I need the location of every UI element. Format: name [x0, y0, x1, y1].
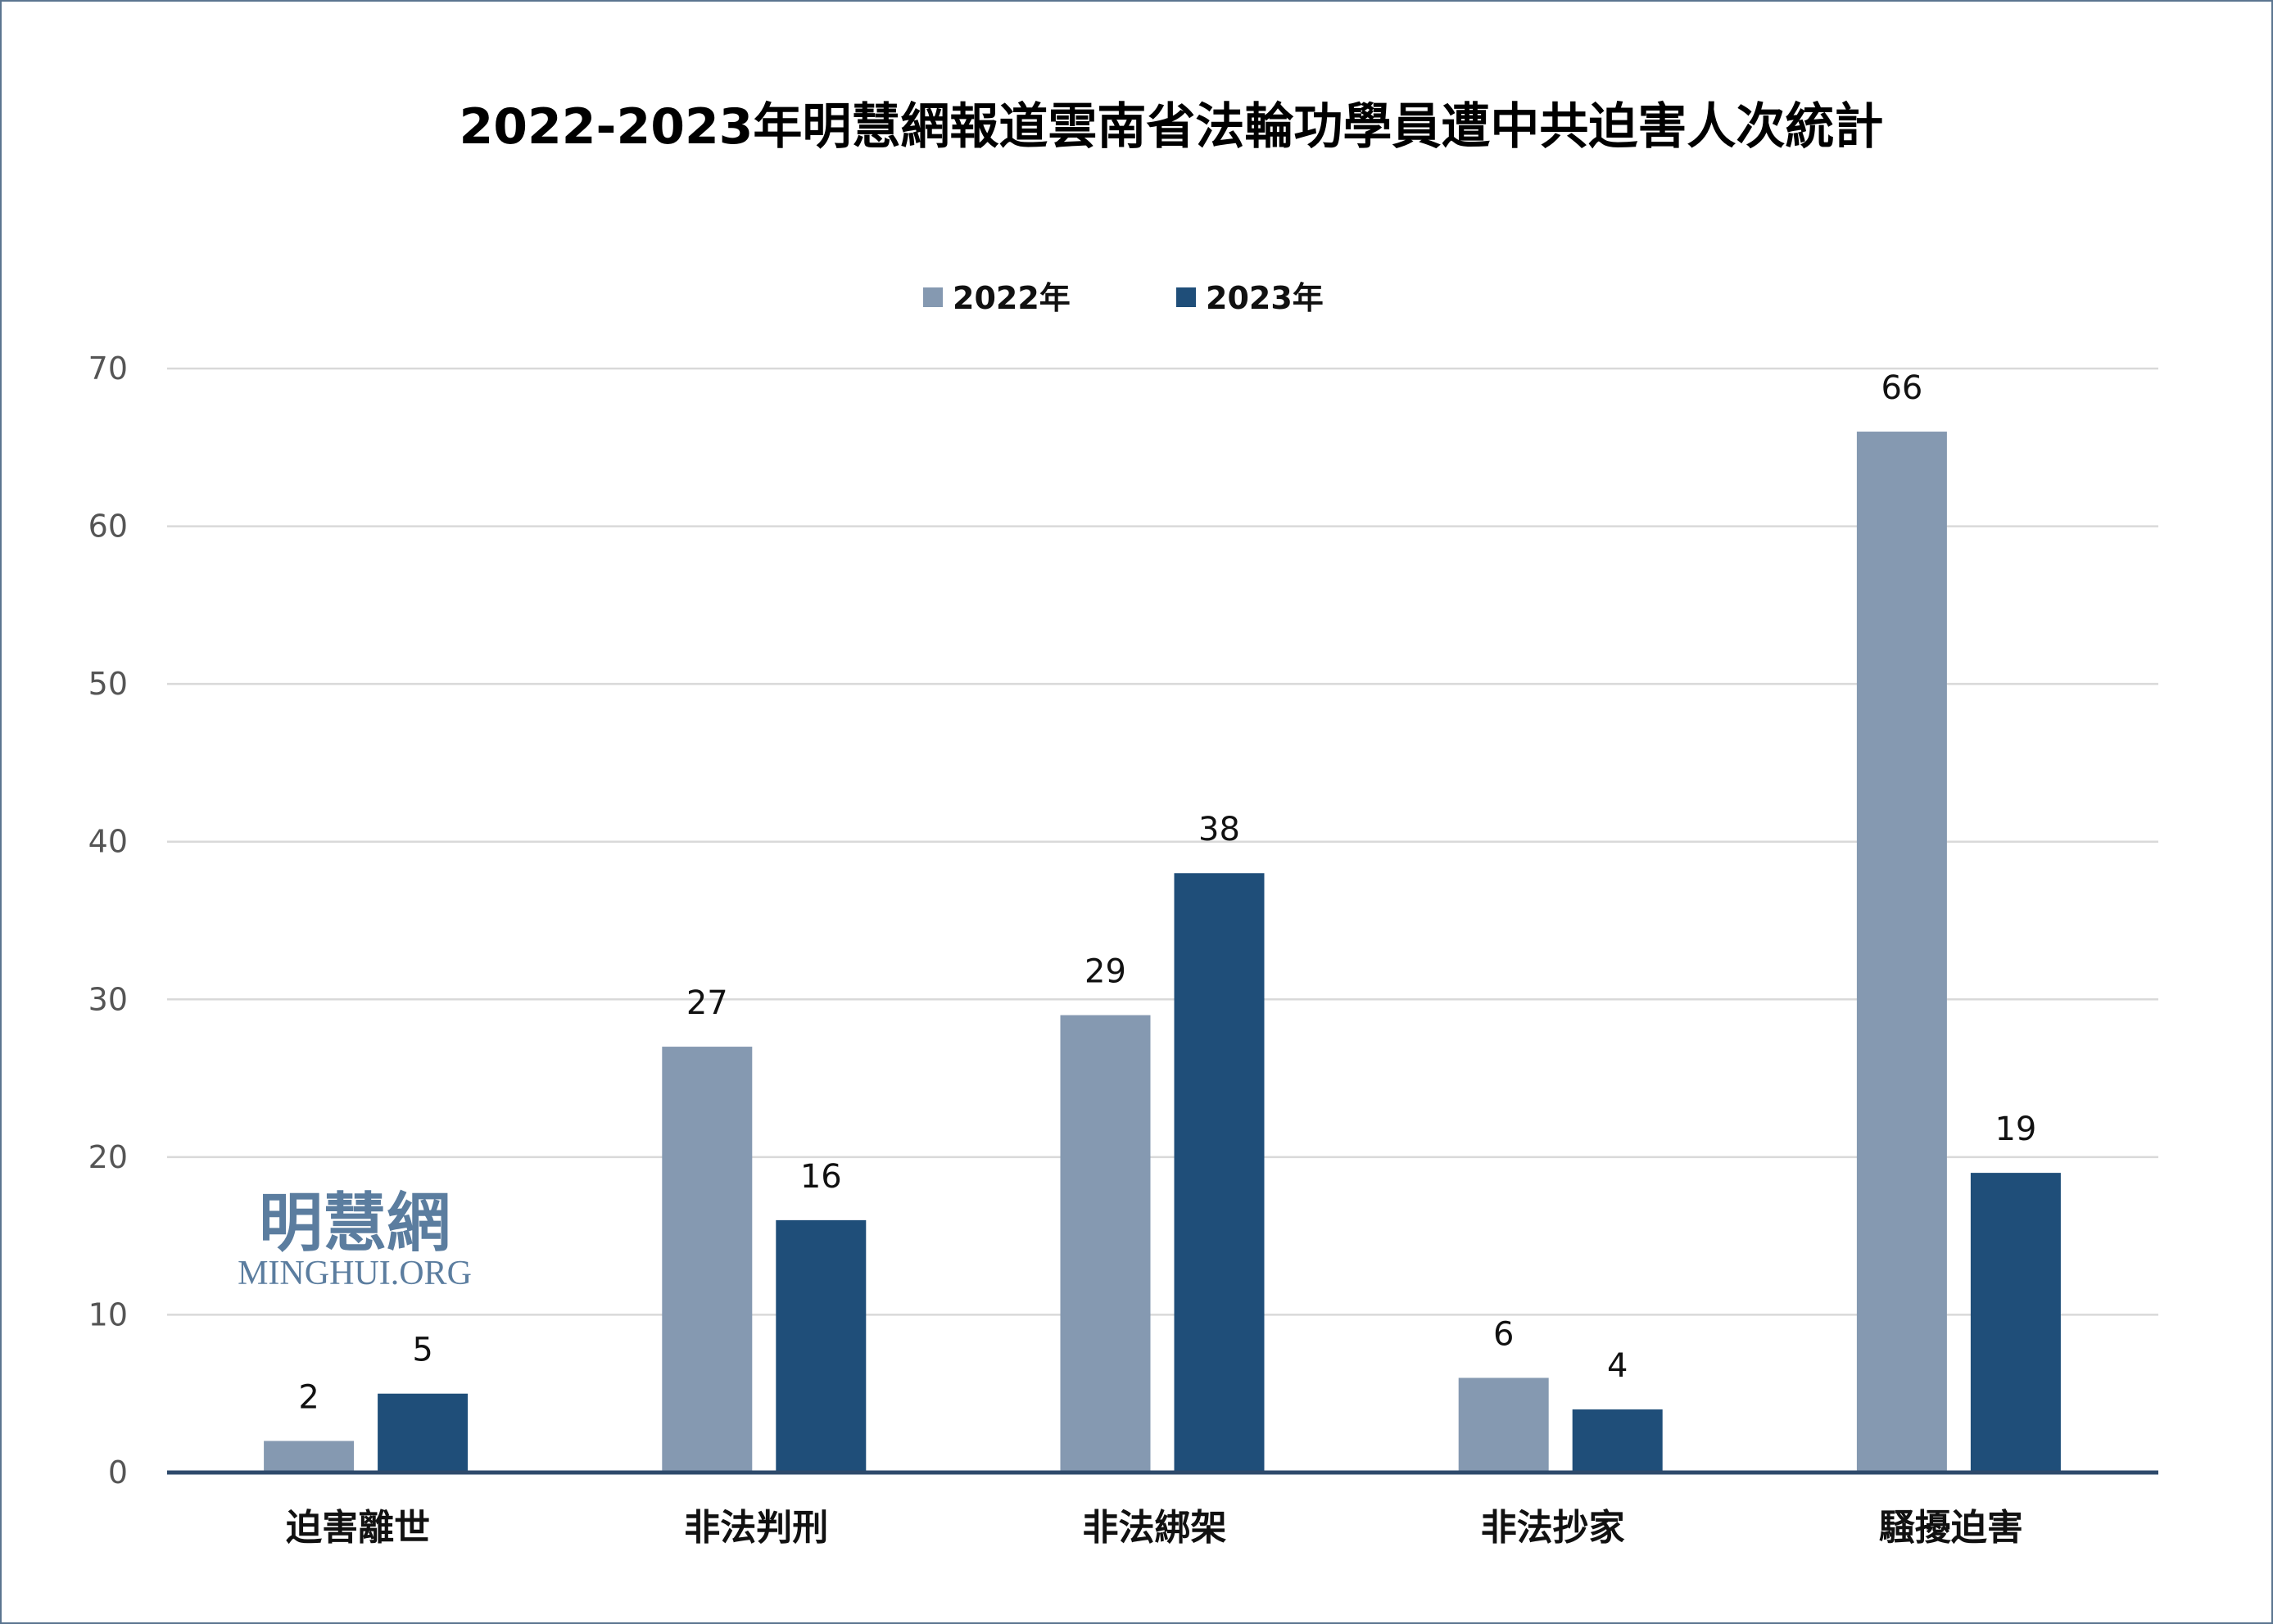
- y-tick-label: 50: [88, 666, 128, 702]
- bar-2022年-騷擾迫害: [1856, 432, 1947, 1472]
- minghui-watermark: 明慧網 MINGHUI.ORG: [238, 1186, 472, 1292]
- x-axis: 迫害離世 非法判刑 非法綁架 非法抄家 騷擾迫害: [167, 1470, 2158, 1549]
- bar-2023年-非法抄家: [1572, 1409, 1663, 1472]
- data-label: 27: [686, 984, 728, 1022]
- legend: 2022年 2023年: [923, 280, 1324, 316]
- y-axis: 0 10 20 30 40 50 60 70: [88, 351, 128, 1491]
- watermark-cn: 明慧網: [259, 1186, 451, 1260]
- category-label: 非法綁架: [1083, 1507, 1227, 1549]
- data-label: 16: [800, 1158, 842, 1196]
- y-tick-label: 40: [88, 824, 128, 860]
- bar-2022年-迫害離世: [264, 1441, 355, 1472]
- category-label: 騷擾迫害: [1879, 1507, 2023, 1549]
- y-tick-label: 10: [88, 1296, 128, 1332]
- category-label: 非法判刑: [684, 1507, 828, 1549]
- legend-label: 2022年: [953, 280, 1071, 316]
- category-label: 迫害離世: [286, 1507, 430, 1549]
- data-label: 6: [1493, 1315, 1514, 1353]
- data-label: 5: [412, 1332, 432, 1369]
- legend-swatch: [1176, 287, 1196, 307]
- data-label: 19: [1995, 1111, 2036, 1148]
- bar-2022年-非法綁架: [1060, 1015, 1151, 1472]
- bar-2023年-迫害離世: [378, 1393, 469, 1472]
- gridlines: [167, 367, 2158, 1316]
- bar-2023年-非法綁架: [1174, 873, 1265, 1472]
- bar-2023年-騷擾迫害: [1970, 1173, 2061, 1472]
- category-label: 非法抄家: [1481, 1507, 1625, 1549]
- bar-2022年-非法抄家: [1458, 1377, 1549, 1472]
- y-tick-label: 60: [88, 509, 128, 545]
- legend-label: 2023年: [1206, 280, 1324, 316]
- y-tick-label: 0: [108, 1454, 128, 1491]
- bar-2022年-非法判刑: [662, 1047, 753, 1472]
- data-label: 66: [1881, 369, 1922, 407]
- data-label: 38: [1198, 811, 1240, 848]
- bars: 2 5 27 16 29 38 6 4 66 19: [264, 369, 2061, 1472]
- y-tick-label: 70: [88, 351, 128, 387]
- watermark-en: MINGHUI.ORG: [238, 1255, 472, 1292]
- data-label: 29: [1084, 953, 1126, 991]
- data-label: 2: [298, 1378, 319, 1416]
- y-tick-label: 30: [88, 981, 128, 1017]
- y-tick-label: 20: [88, 1139, 128, 1175]
- legend-swatch: [923, 287, 943, 307]
- bar-2023年-非法判刑: [776, 1219, 867, 1472]
- data-label: 4: [1607, 1347, 1628, 1385]
- chart-title: 2022-2023年明慧網報道雲南省法輪功學員遭中共迫害人次統計: [460, 98, 1884, 156]
